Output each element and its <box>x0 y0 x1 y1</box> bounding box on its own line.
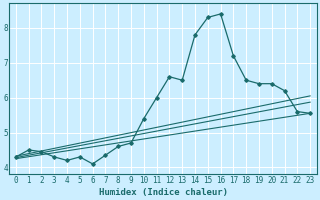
X-axis label: Humidex (Indice chaleur): Humidex (Indice chaleur) <box>99 188 228 197</box>
